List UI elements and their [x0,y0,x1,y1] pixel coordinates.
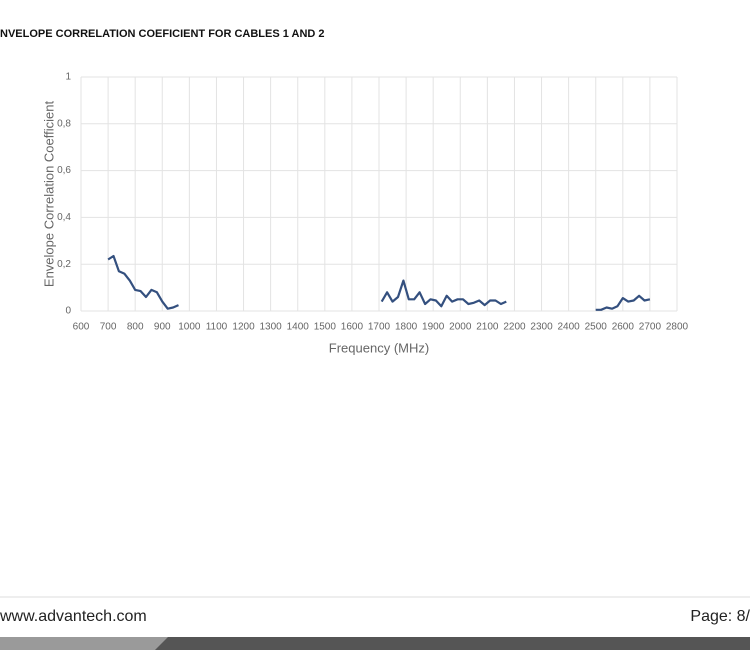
y-tick-label: 1 [65,72,71,83]
x-axis-label: Frequency (MHz) [329,340,429,355]
y-tick-label: 0,2 [57,259,71,270]
x-tick-label: 2000 [449,322,472,333]
x-tick-label: 2300 [530,322,553,333]
x-tick-label: 1500 [314,322,337,333]
x-tick-label: 2100 [476,322,499,333]
x-tick-label: 1400 [287,322,310,333]
x-tick-label: 2700 [639,322,662,333]
x-tick-label: 1700 [368,322,391,333]
y-tick-label: 0,6 [57,165,71,176]
x-tick-label: 2400 [558,322,581,333]
x-tick-label: 1800 [395,322,418,333]
x-tick-label: 2200 [503,322,526,333]
x-tick-label: 700 [100,322,117,333]
x-tick-label: 2500 [585,322,608,333]
x-tick-label: 2800 [666,322,689,333]
y-tick-label: 0,4 [57,212,71,223]
x-tick-label: 1900 [422,322,445,333]
x-tick-label: 1200 [232,322,255,333]
x-tick-label: 1300 [260,322,283,333]
y-tick-label: 0,8 [57,118,71,129]
x-tick-label: 1100 [206,322,228,333]
footer-bar-dark [155,637,750,650]
x-tick-label: 2600 [612,322,635,333]
x-tick-label: 600 [73,322,90,333]
data-line [107,254,651,311]
footer-page: Page: 8/ [690,608,750,625]
footer-url: www.advantech.com [0,608,147,625]
x-tick-label: 1600 [341,322,364,333]
x-tick-label: 900 [154,322,171,333]
x-tick-label: 1000 [178,322,201,333]
y-tick-label: 0 [65,306,71,317]
section-title: NVELOPE CORRELATION COEFICIENT FOR CABLE… [0,28,325,40]
y-axis-label: Envelope Correlation Coefficient [41,101,56,288]
x-tick-label: 800 [127,322,144,333]
